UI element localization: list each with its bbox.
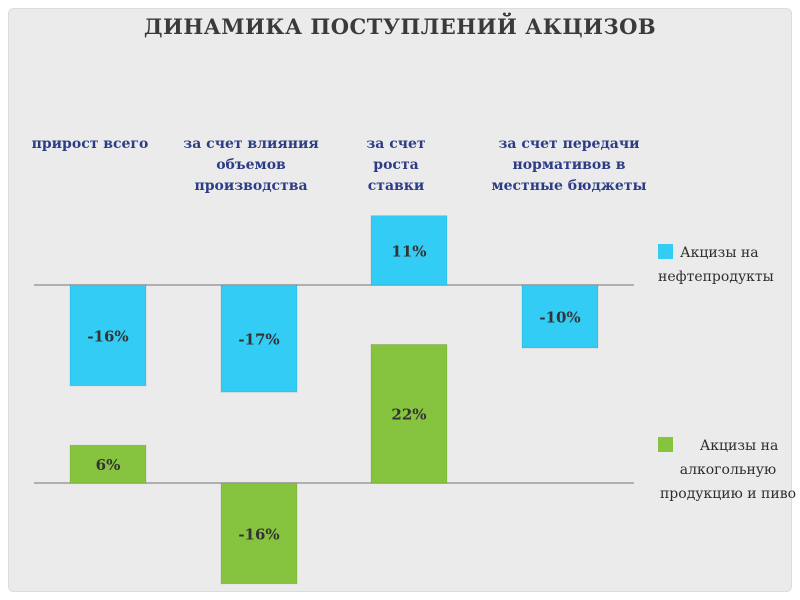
category-label-volume: за счет влияния объемов производства [183, 136, 319, 194]
bar-alcohol-1 [220, 482, 298, 585]
bar-alcohol-0 [69, 444, 147, 484]
data-label-oil-0: -16% [87, 327, 128, 345]
bar-oil-2 [370, 215, 448, 286]
category-label-rate: за счет роста ставки [366, 136, 426, 194]
bar-oil-3 [521, 284, 599, 349]
legend-label-oil: Акцизы на нефтепродукты [658, 245, 774, 285]
category-label-total: прирост всего [31, 136, 149, 152]
legend-swatch-oil [658, 244, 673, 259]
bar-alcohol-2 [370, 343, 448, 484]
bar-oil-1 [220, 284, 298, 393]
data-label-oil-3: -10% [539, 309, 580, 327]
data-label-alcohol-1: -16% [238, 525, 279, 543]
chart-title: ДИНАМИКА ПОСТУПЛЕНИЙ АКЦИЗОВ [143, 14, 657, 39]
category-label-norms: за счет передачи нормативов в местные бю… [491, 136, 647, 194]
data-label-oil-2: 11% [391, 242, 426, 260]
data-label-alcohol-0: 6% [96, 456, 121, 474]
bar-oil-0 [69, 284, 147, 387]
data-label-oil-1: -17% [238, 331, 279, 349]
legend-swatch-alcohol [658, 437, 673, 452]
data-label-alcohol-2: 22% [391, 406, 426, 424]
legend-label-alcohol: Акцизы на алкогольную продукцию и пиво [659, 438, 797, 502]
